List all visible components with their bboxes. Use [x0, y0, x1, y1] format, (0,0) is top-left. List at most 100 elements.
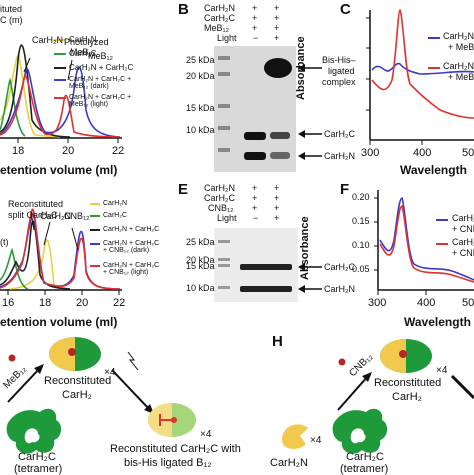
- legend-item: CarH₂N + CarH₂C + CNB₁₂ (dark): [103, 240, 160, 254]
- reconstituted-label: CarH₂: [392, 391, 422, 403]
- tetramer-label: CarH₂C: [18, 451, 56, 463]
- legend-item: CarH₂C: [69, 49, 97, 58]
- legend-item: CarH₂N + CarH₂C + CNB₁₂ (light): [103, 262, 160, 276]
- row-label: CarH₂C: [204, 13, 235, 23]
- row-label: CarH₂N: [204, 183, 235, 193]
- panel-label-h: H: [272, 333, 283, 350]
- x-tick: 22: [112, 145, 125, 157]
- reconstituted-label: Reconstituted: [44, 375, 112, 387]
- reconstituted-label: Reconstituted: [374, 377, 442, 389]
- marker-label: 20 kDa: [186, 71, 215, 81]
- legend-item: CarH₂N: [103, 200, 128, 207]
- annotation-carh2n: CarH₂N: [32, 35, 63, 45]
- legend-item: CarH₂: [452, 213, 474, 223]
- legend-item: CarH₂N + CarH₂C: [69, 63, 134, 72]
- row-value: +: [252, 23, 258, 33]
- y-tick: 0.15: [352, 216, 370, 226]
- marker-label: 20 kDa: [186, 255, 215, 265]
- legend-item: CarH₂: [452, 237, 474, 247]
- x-tick: 18: [12, 145, 25, 157]
- row-value: +: [274, 23, 280, 33]
- legend-item: CarH₂N: [443, 31, 474, 41]
- x-axis-label: etention volume (ml): [0, 315, 118, 329]
- panel-label-f: F: [340, 181, 350, 198]
- marker-label: 25 kDa: [186, 237, 215, 247]
- arrow-label: CarH₂C: [324, 129, 355, 139]
- multiplier: ×4: [200, 429, 212, 440]
- annotation-reconstituted: ituted: [0, 4, 23, 14]
- legend-item: CarH₂C: [103, 212, 128, 219]
- panel-label-c: C: [340, 1, 351, 18]
- row-value: +: [274, 193, 280, 203]
- tetramer-label: CarH₂C: [346, 451, 384, 463]
- row-value: +: [274, 203, 280, 213]
- marker-label: 10 kDa: [186, 125, 215, 135]
- row-label: CNB₁₂: [208, 203, 234, 213]
- row-value: +: [274, 213, 280, 223]
- annotation-cnb12: CNB₁₂: [64, 211, 90, 221]
- row-value: +: [274, 13, 280, 23]
- product-label: Reconstituted CarH₂C with: [110, 443, 241, 455]
- annotation-photolyzed-sub: MeB₁₂: [70, 47, 96, 57]
- annotation-meb12: MeB₁₂: [88, 51, 114, 61]
- annotation-photolyzed: Photolyzed: [64, 37, 109, 47]
- row-label: MeB₁₂: [204, 23, 230, 33]
- row-value: +: [252, 13, 258, 23]
- arrow-label: CarH₂N: [324, 284, 355, 294]
- x-tick: 500: [462, 147, 474, 159]
- annotation-t: (t): [0, 237, 9, 247]
- y-tick: 0.10: [352, 240, 370, 250]
- row-value: +: [252, 193, 258, 203]
- arrow-label: CarH₂N: [324, 151, 355, 161]
- multiplier: ×4: [310, 435, 322, 446]
- x-tick: 300: [368, 297, 387, 309]
- legend-item-sub: + MeB₁: [448, 42, 474, 52]
- panel-label-b: B: [178, 1, 189, 18]
- legend-item: CarH₂N + CarH₂C + MeB₁₂ (dark): [69, 76, 132, 90]
- row-value: +: [274, 33, 280, 43]
- x-tick: 20: [62, 145, 75, 157]
- row-value: +: [274, 183, 280, 193]
- row-value: −: [253, 213, 259, 223]
- legend-item: CarH₂N + CarH₂C + MeB₁₂ (light): [69, 94, 132, 108]
- x-tick: 20: [76, 297, 89, 309]
- row-label: Light: [217, 33, 237, 43]
- annotation-reconstituted-sub: C (m): [0, 15, 23, 25]
- x-tick: 22: [113, 297, 126, 309]
- carh2n-label: CarH₂N: [270, 457, 308, 469]
- annotation-reconstituted: Reconstituted: [8, 199, 64, 209]
- annotation-split: split CarH₂C: [8, 210, 58, 220]
- x-tick: 500: [462, 297, 474, 309]
- legend-item: CarH₂N: [443, 61, 474, 71]
- legend-item-sub: + CNB: [452, 248, 474, 258]
- arrow-label: ligated: [328, 66, 355, 76]
- x-tick: 400: [413, 147, 432, 159]
- x-tick: 18: [39, 297, 52, 309]
- arrow-label: Bis-His–: [322, 55, 356, 65]
- row-value: +: [252, 3, 258, 13]
- tetramer-label: (tetramer): [340, 463, 389, 475]
- marker-label: 10 kDa: [186, 283, 215, 293]
- x-tick: 400: [417, 297, 436, 309]
- y-tick: 0.20: [352, 192, 370, 202]
- legend-item-sub: + CNB: [452, 224, 474, 234]
- y-tick: 0.05: [352, 264, 370, 274]
- panel-label-e: E: [178, 181, 189, 198]
- reconstituted-label: CarH₂: [62, 389, 92, 401]
- marker-label: 15 kDa: [186, 103, 215, 113]
- row-value: +: [252, 203, 258, 213]
- row-value: +: [252, 183, 258, 193]
- marker-label: 25 kDa: [186, 55, 215, 65]
- row-value: −: [253, 33, 259, 43]
- tetramer-label: (tetramer): [14, 463, 63, 475]
- row-label: Light: [217, 213, 237, 223]
- multiplier: ×4: [436, 365, 448, 376]
- product-label: bis-His ligated B₁₂: [124, 457, 212, 469]
